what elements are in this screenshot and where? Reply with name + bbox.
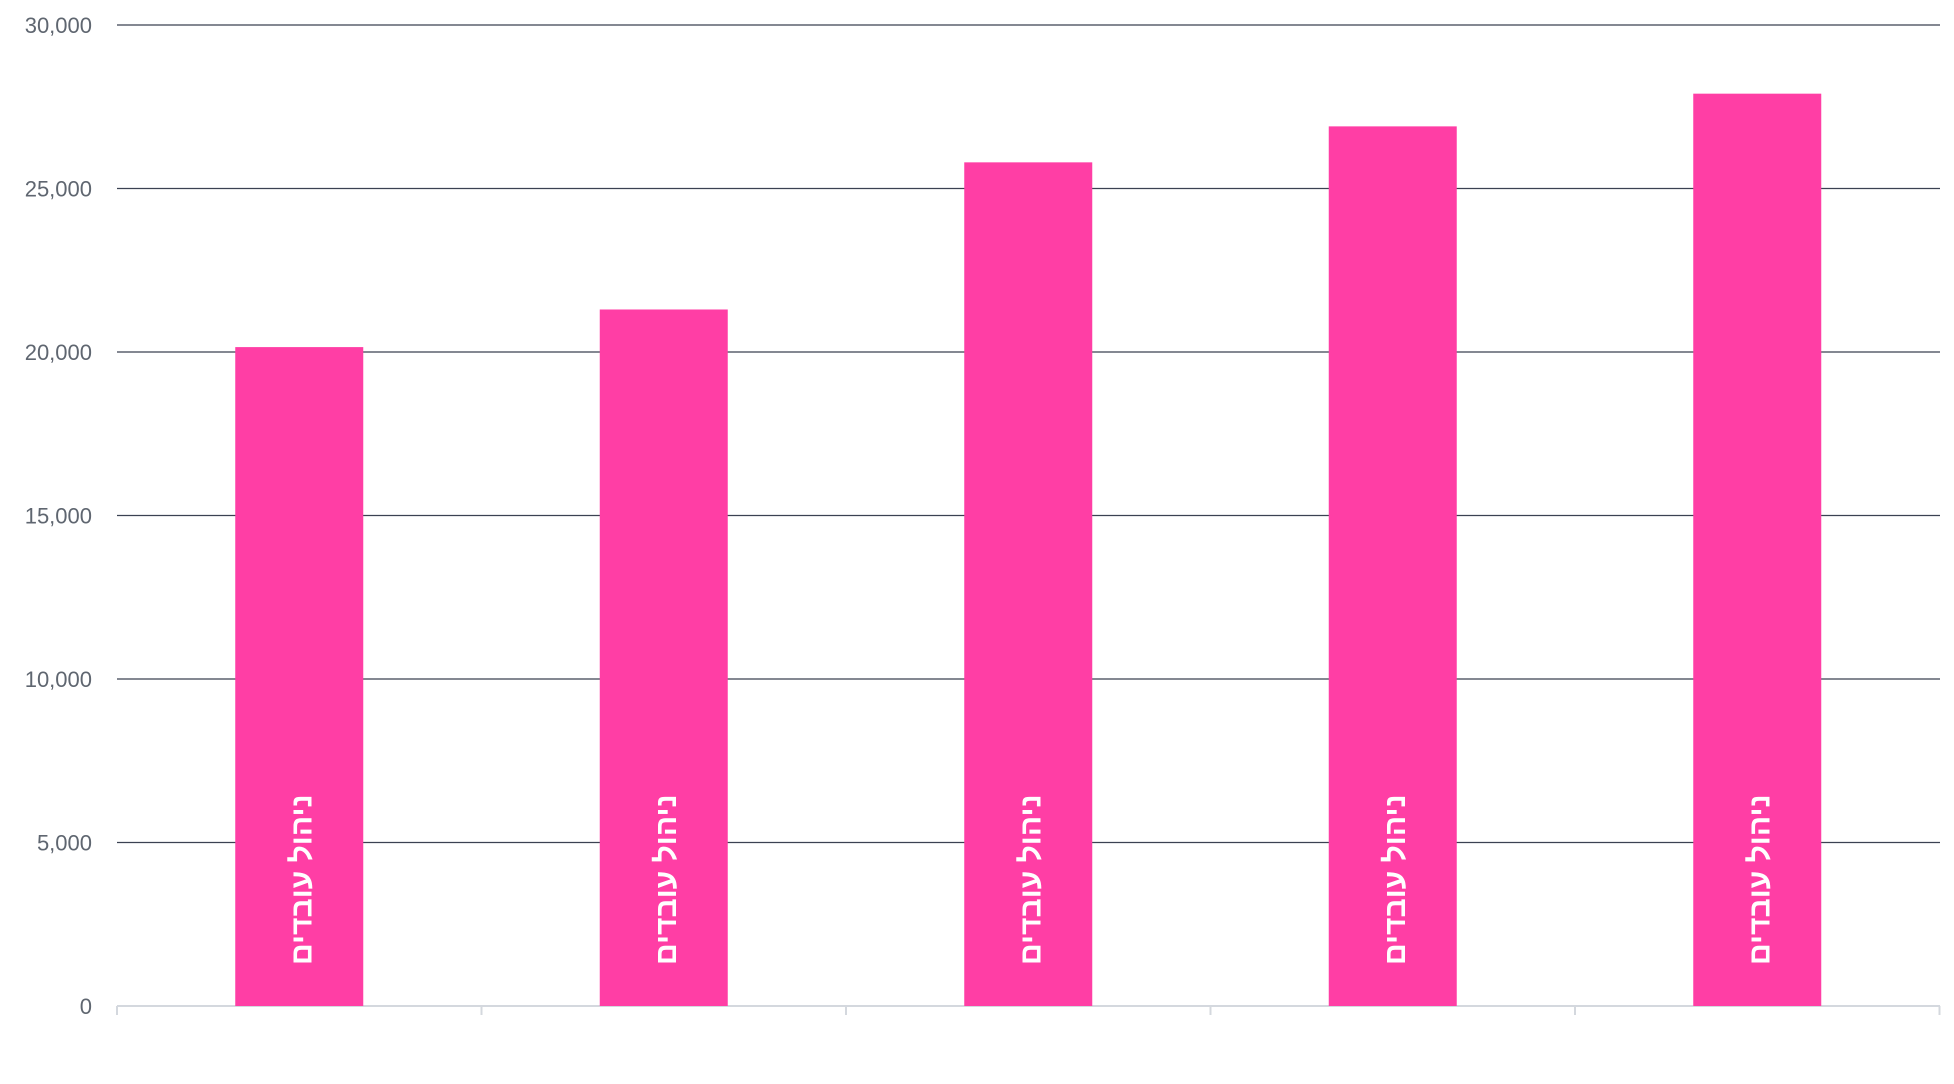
bars [235, 93, 1822, 1007]
bar-label-1: ניהול עובדים [650, 794, 683, 965]
y-axis-tick-labels: 0 5,000 10,000 15,000 20,000 25,000 30,000 [25, 13, 92, 1019]
bar-2 [964, 162, 1093, 1007]
bar-label-0: ניהול עובדים [285, 794, 318, 965]
y-tick-label-4: 20,000 [25, 340, 92, 365]
bar-1 [599, 309, 728, 1006]
y-tick-label-6: 30,000 [25, 13, 92, 38]
x-axis [116, 1005, 1941, 1015]
y-tick-label-3: 15,000 [25, 504, 92, 529]
bar-labels: ניהול עובדים ניהול עובדים ניהול עובדים ניהו… [285, 794, 1776, 965]
bar-label-3: ניהול עובדים [1379, 794, 1412, 965]
bar-4 [1693, 93, 1822, 1007]
bar-0 [235, 347, 364, 1007]
y-tick-label-0: 0 [80, 994, 92, 1019]
bar-3 [1328, 126, 1457, 1007]
y-tick-label-5: 25,000 [25, 177, 92, 202]
bar-label-4: ניהול עובדים [1743, 794, 1776, 965]
y-tick-label-2: 10,000 [25, 667, 92, 692]
y-tick-label-1: 5,000 [37, 831, 92, 856]
bar-label-2: ניהול עובדים [1014, 794, 1047, 965]
